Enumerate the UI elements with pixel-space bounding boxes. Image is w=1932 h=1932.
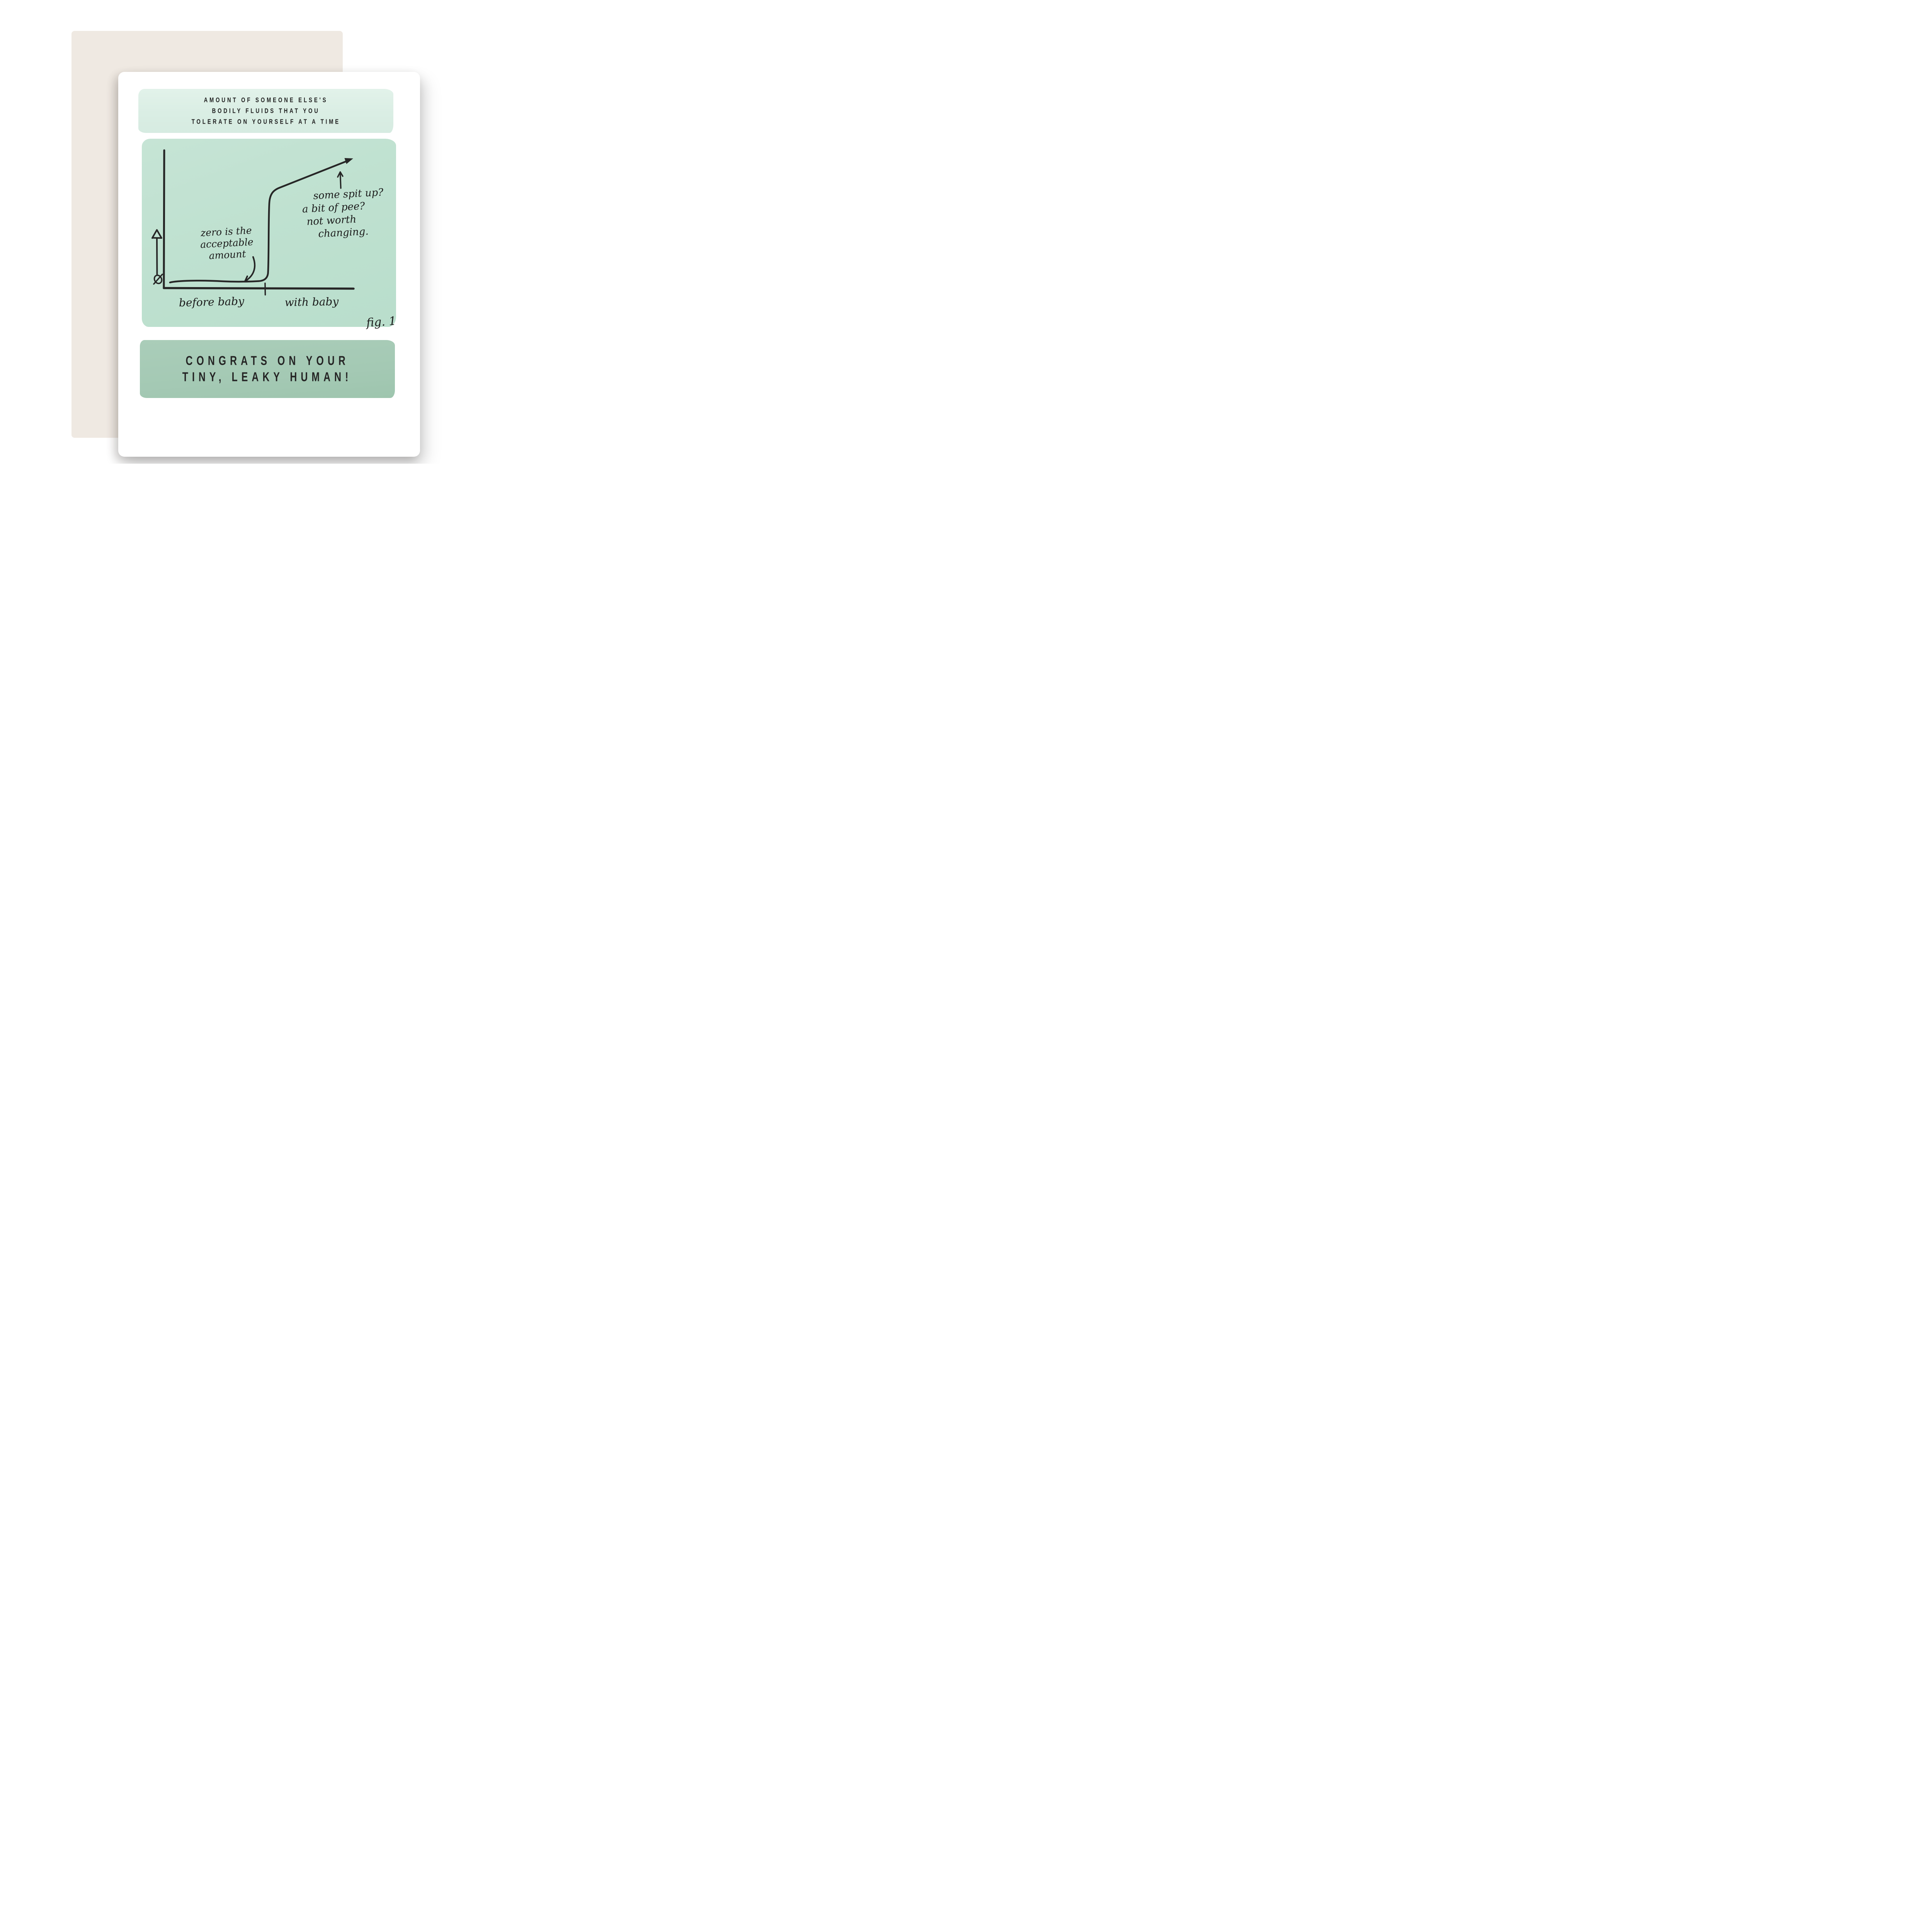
greeting-card-front: AMOUNT OF SOMEONE ELSE'S BODILY FLUIDS T… bbox=[118, 72, 420, 457]
chart-title-line-1: AMOUNT OF SOMEONE ELSE'S bbox=[204, 96, 328, 104]
chart-title-block: AMOUNT OF SOMEONE ELSE'S BODILY FLUIDS T… bbox=[138, 89, 393, 133]
headline-panel: CONGRATS ON YOUR TINY, LEAKY HUMAN! bbox=[140, 340, 395, 398]
chart-title-line-3: TOLERATE ON YOURSELF AT A TIME bbox=[191, 118, 340, 126]
spit-up-arrow-icon bbox=[337, 171, 344, 189]
figure-label: fig. 1 bbox=[366, 314, 397, 330]
curve-arrowhead-icon bbox=[344, 158, 353, 164]
tolerance-curve bbox=[169, 160, 349, 284]
zero-note: zero is the acceptable amount bbox=[190, 224, 263, 263]
chart-panel: zero is the acceptable amount some spit … bbox=[142, 139, 396, 327]
x-axis-label-before-baby: before baby bbox=[179, 294, 245, 310]
leak-note: some spit up? a bit of pee? not worth ch… bbox=[297, 186, 396, 242]
x-axis-label-with-baby: with baby bbox=[284, 295, 339, 309]
y-axis-up-arrow-icon bbox=[151, 229, 162, 275]
zero-symbol bbox=[153, 274, 163, 285]
headline-line-2: TINY, LEAKY HUMAN! bbox=[182, 370, 352, 384]
product-photo-page: AMOUNT OF SOMEONE ELSE'S BODILY FLUIDS T… bbox=[0, 0, 464, 464]
headline-line-1: CONGRATS ON YOUR bbox=[185, 354, 349, 368]
zero-note-arrow-icon bbox=[244, 256, 256, 282]
hand-drawn-chart bbox=[151, 149, 355, 296]
x-axis-line bbox=[163, 287, 355, 290]
chart-title-line-2: BODILY FLUIDS THAT YOU bbox=[212, 107, 320, 115]
